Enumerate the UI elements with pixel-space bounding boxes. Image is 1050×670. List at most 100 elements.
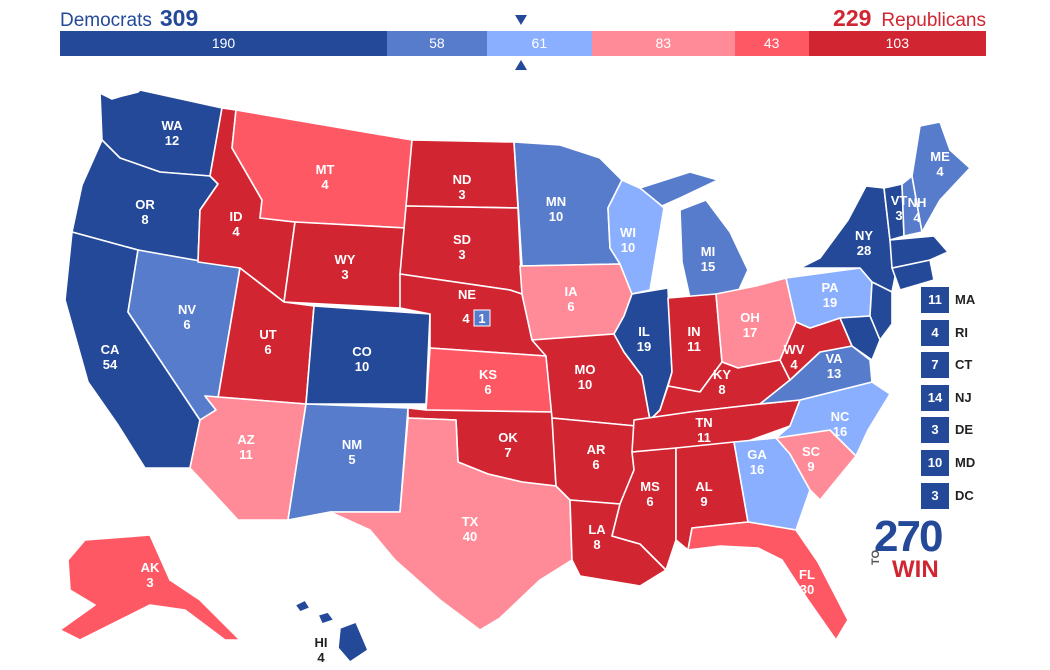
state-ev-ms: 6 xyxy=(646,494,653,509)
state-label-mi: MI xyxy=(701,244,715,259)
state-label-wy: WY xyxy=(335,252,356,267)
ne-district-ev: 1 xyxy=(478,311,485,326)
state-label-ne: NE xyxy=(458,287,476,302)
state-ev-ga: 16 xyxy=(750,462,764,477)
270-marker-bottom-icon xyxy=(515,60,527,70)
state-label-nv: NV xyxy=(178,302,196,317)
small-state-abbr: RI xyxy=(955,324,968,340)
small-state-abbr: NJ xyxy=(955,389,972,405)
small-state-ma[interactable]: 11 MA xyxy=(921,287,1031,313)
state-ev-az: 11 xyxy=(239,447,253,462)
state-ev-ok: 7 xyxy=(504,445,511,460)
small-state-ev: 4 xyxy=(921,319,949,346)
state-label-az: AZ xyxy=(237,432,254,447)
state-ev-in: 11 xyxy=(687,339,701,354)
state-label-nm: NM xyxy=(342,437,362,452)
state-ev-ut: 6 xyxy=(264,342,271,357)
state-label-ar: AR xyxy=(587,442,606,457)
small-state-ev: 3 xyxy=(921,482,949,509)
state-ev-nh: 4 xyxy=(913,210,921,225)
state-label-nd: ND xyxy=(453,172,472,187)
state-ev-fl: 30 xyxy=(800,582,814,597)
state-ev-ak: 3 xyxy=(146,575,153,590)
state-label-tn: TN xyxy=(695,415,712,430)
state-label-wi: WI xyxy=(620,225,636,240)
small-state-ev: 7 xyxy=(921,352,949,379)
republicans-total: 229 Republicans xyxy=(833,4,986,32)
state-label-mn: MN xyxy=(546,194,566,209)
state-ev-wi: 10 xyxy=(621,240,635,255)
state-MA[interactable] xyxy=(889,235,949,269)
state-ev-ks: 6 xyxy=(484,382,491,397)
state-FL[interactable] xyxy=(687,521,849,641)
state-ev-co: 10 xyxy=(355,359,369,374)
state-ME[interactable] xyxy=(911,121,971,233)
state-label-tx: TX xyxy=(462,514,479,529)
state-ev-wa: 12 xyxy=(165,133,179,148)
state-ev-al: 9 xyxy=(700,494,707,509)
state-label-wa: WA xyxy=(162,118,184,133)
state-label-va: VA xyxy=(825,351,843,366)
republicans-label: Republicans xyxy=(881,10,986,31)
state-MN[interactable] xyxy=(513,141,623,267)
state-ev-mn: 10 xyxy=(549,209,563,224)
state-ev-hi: 4 xyxy=(317,650,325,665)
bar-segment-safe_d: 190 xyxy=(60,31,388,56)
state-label-ak: AK xyxy=(141,560,160,575)
state-label-nc: NC xyxy=(831,409,850,424)
state-label-pa: PA xyxy=(821,280,839,295)
state-ev-ne: 4 xyxy=(462,311,470,326)
state-ev-nd: 3 xyxy=(458,187,465,202)
state-label-ga: GA xyxy=(747,447,767,462)
state-IA[interactable] xyxy=(519,263,633,341)
small-state-abbr: MD xyxy=(955,455,976,470)
small-state-ri[interactable]: 4 RI xyxy=(921,319,1031,346)
state-ev-mt: 4 xyxy=(321,177,329,192)
bar-segment-lean_d: 61 xyxy=(486,31,592,56)
state-ev-tn: 11 xyxy=(697,430,711,445)
state-ev-nc: 16 xyxy=(833,424,847,439)
state-AK[interactable] xyxy=(59,534,241,641)
state-HI[interactable] xyxy=(294,599,369,663)
state-TX[interactable] xyxy=(329,417,573,631)
small-state-ev: 14 xyxy=(921,384,949,411)
state-label-ut: UT xyxy=(259,327,276,342)
state-ev-va: 13 xyxy=(827,366,841,381)
small-state-ev: 10 xyxy=(921,450,949,476)
state-label-ky: KY xyxy=(713,367,731,382)
state-ev-la: 8 xyxy=(593,537,600,552)
democrats-ev: 309 xyxy=(159,5,199,31)
small-state-nj[interactable]: 14 NJ xyxy=(921,384,1031,411)
state-label-sc: SC xyxy=(802,444,821,459)
state-label-ia: IA xyxy=(565,284,579,299)
small-state-abbr: DE xyxy=(955,422,974,438)
state-label-in: IN xyxy=(688,324,701,339)
state-label-hi: HI xyxy=(315,635,328,650)
state-ev-tx: 40 xyxy=(463,529,477,544)
state-label-ca: CA xyxy=(101,342,120,357)
state-DE-MD[interactable] xyxy=(839,315,881,361)
small-state-ct[interactable]: 7 CT xyxy=(921,352,1031,379)
state-ev-ny: 28 xyxy=(857,243,871,258)
state-ev-sc: 9 xyxy=(807,459,814,474)
small-state-md[interactable]: 10 MD xyxy=(921,450,1031,476)
state-MI[interactable] xyxy=(639,171,749,299)
small-state-abbr: CT xyxy=(955,357,973,373)
state-label-sd: SD xyxy=(453,232,471,247)
state-NJ[interactable] xyxy=(869,281,893,341)
state-ev-ca: 54 xyxy=(103,357,118,372)
democrats-label: Democrats xyxy=(60,10,152,31)
small-state-dc[interactable]: 3 DC xyxy=(921,482,1031,509)
state-ev-il: 19 xyxy=(637,339,651,354)
small-state-abbr: DC xyxy=(955,487,974,503)
state-label-al: AL xyxy=(695,479,712,494)
270-marker-top-icon xyxy=(515,15,527,25)
state-label-fl: FL xyxy=(799,567,815,582)
small-state-de[interactable]: 3 DE xyxy=(921,417,1031,444)
electoral-vote-bar: 190 58 61 83 43 103 xyxy=(60,31,986,56)
state-label-me: ME xyxy=(930,149,950,164)
state-label-vt: VT xyxy=(891,193,908,208)
state-label-or: OR xyxy=(135,197,155,212)
state-label-mo: MO xyxy=(575,362,596,377)
bar-segment-safe_r: 103 xyxy=(808,31,986,56)
